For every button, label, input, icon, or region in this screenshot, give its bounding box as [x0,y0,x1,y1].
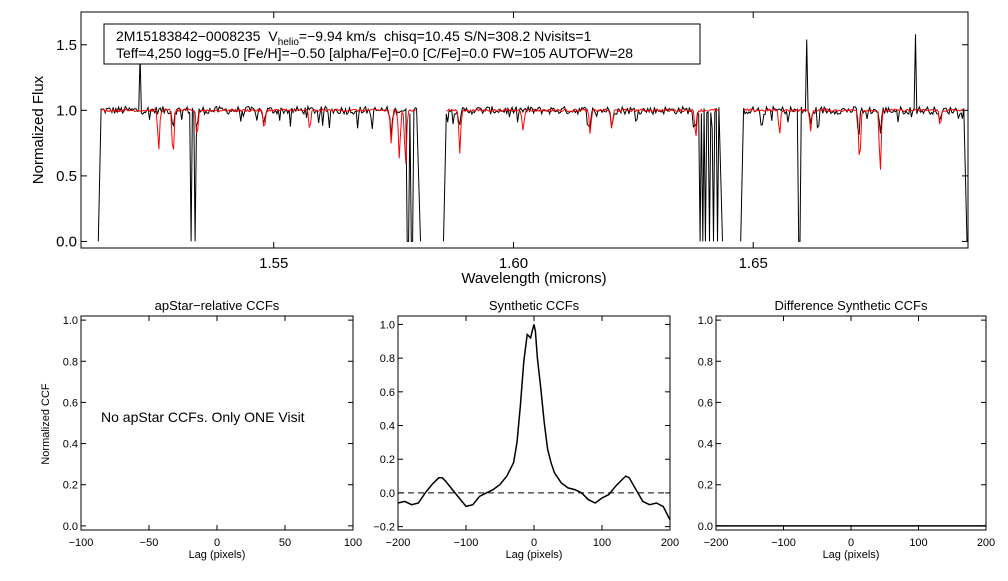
apstar-ccf-y-tick-label: 0.4 [63,439,78,451]
info-box: 2M15183842−0008235 Vhelio=−9.94 km/s chisq… [103,23,701,65]
info-line-1: 2M15183842−0008235 Vhelio=−9.94 km/s chisq… [116,28,592,48]
model-spectrum-segment [743,108,964,170]
difference-ccf-panel: −200 −100 0 100 200 0.0 0.2 0.4 0.6 0.8 1.0 Differ… [698,298,995,561]
apstar-ccf-x-tick-label: −100 [69,537,94,549]
difference-ccf-x-tick-label: −100 [771,537,796,549]
apstar-ccf-y-tick-label: 0.8 [63,356,78,368]
difference-ccf-y-tick-label: 0.8 [698,356,713,368]
synthetic-ccf-x-tick-label: −100 [454,537,479,549]
spectrum-tick-labels: 1.55 1.60 1.65 0.0 0.5 1.0 1.5 [56,37,768,272]
synthetic-ccf-tick-labels: −200 −100 0 100 200 −0.2 0.0 0.2 0.4 0.6 0.8 1.0 [373,319,679,549]
apstar-ccf-y-tick-label: 0.2 [63,480,78,492]
info-box-frame [103,23,701,65]
synthetic-ccf-plot-frame [397,315,671,531]
spectrum-plot-frame [80,11,969,249]
difference-ccf-ticks [715,316,987,530]
synthetic-ccf-x-tick-label: 100 [593,537,611,549]
spectrum-y-tick-label: 0.5 [56,168,77,185]
observed-spectrum-segment [97,55,421,242]
apstar-ccf-x-axis-label: Lag (pixels) [189,549,246,561]
difference-ccf-x-axis-label: Lag (pixels) [823,549,880,561]
synthetic-ccf-title: Synthetic CCFs [489,298,580,313]
spectrum-y-tick-label: 1.5 [56,37,77,54]
apstar-ccf-tick-labels: −100 −50 0 50 100 0.0 0.2 0.4 0.6 0.8 1.0 [63,315,362,549]
synthetic-ccf-panel: −200 −100 0 100 200 −0.2 0.0 0.2 0.4 0.6 0.8 1.0 Sy… [373,298,679,561]
synthetic-ccf-x-tick-label: −200 [386,537,411,549]
spectrum-panel: 1.55 1.60 1.65 0.0 0.5 1.0 1.5 Wavelength (mic… [30,11,969,287]
apstar-ccf-y-axis-label: Normalized CCF [40,383,52,465]
difference-ccf-x-tick-label: 0 [848,537,854,549]
spectrum-x-tick-label: 1.65 [739,255,768,272]
info-line-2: Teff=4,250 logg=5.0 [Fe/H]=−0.50 [alpha/… [116,45,633,61]
info-stats: chisq=10.45 S/N=308.2 Nvisits=1 [384,28,592,44]
spectrum-y-tick-label: 1.0 [56,102,77,119]
info-star-id: 2M15183842−0008235 [116,28,261,44]
apstar-ccf-x-tick-label: 100 [344,537,362,549]
synthetic-ccf-x-axis-label: Lag (pixels) [506,549,563,561]
synthetic-ccf-x-tick-label: 0 [531,537,537,549]
info-vhelio-value: =−9.94 km/s [299,28,376,44]
synthetic-ccf-series [397,324,671,521]
apstar-ccf-ticks [80,316,354,530]
model-spectrum-segment [446,108,719,154]
difference-ccf-y-tick-label: 1.0 [698,315,713,327]
synthetic-ccf-y-tick-label: −0.2 [373,522,395,534]
synthetic-ccf-y-tick-label: 0.2 [380,454,395,466]
spectrum-x-tick-label: 1.55 [259,255,288,272]
spectrum-ticks [81,12,968,248]
apstar-ccf-y-tick-label: 0.6 [63,397,78,409]
apstar-ccf-y-tick-label: 0.0 [63,521,78,533]
apstar-ccf-annotation: No apStar CCFs. Only ONE Visit [101,409,305,425]
synthetic-ccf-y-tick-label: 0.4 [380,421,395,433]
spectrum-x-tick-label: 1.60 [499,255,528,272]
synthetic-ccf-x-tick-label: 200 [661,537,679,549]
difference-ccf-y-tick-label: 0.0 [698,521,713,533]
observed-spectrum-segment [443,105,723,242]
synthetic-ccf-ticks [397,316,671,530]
difference-ccf-x-tick-label: 200 [977,537,995,549]
spectrum-y-axis-label: Normalized Flux [30,75,47,184]
info-vhelio-prefix: V [268,28,278,44]
apstar-ccf-x-tick-label: 50 [279,537,291,549]
spectrum-x-axis-label: Wavelength (microns) [461,270,606,287]
difference-ccf-x-tick-label: 100 [909,537,927,549]
apstar-ccf-panel: −100 −50 0 50 100 0.0 0.2 0.4 0.6 0.8 1.0 apStar−r… [40,298,362,561]
info-vhelio-subscript: helio [278,37,300,48]
spectrum-y-tick-label: 0.0 [56,233,77,250]
difference-ccf-tick-labels: −200 −100 0 100 200 0.0 0.2 0.4 0.6 0.8 1.0 [698,315,995,549]
difference-ccf-plot-frame [715,315,987,531]
model-spectrum-segment [100,108,417,164]
difference-ccf-y-tick-label: 0.2 [698,480,713,492]
difference-ccf-title: Difference Synthetic CCFs [775,298,928,313]
synthetic-ccf-y-tick-label: 1.0 [380,319,395,331]
model-spectrum-line [100,108,964,170]
synthetic-ccf-y-tick-label: 0.6 [380,387,395,399]
apstar-ccf-x-tick-label: −50 [140,537,159,549]
observed-spectrum-segment [740,34,968,242]
difference-ccf-y-tick-label: 0.6 [698,397,713,409]
synthetic-ccf-y-tick-label: 0.0 [380,488,395,500]
apstar-ccf-y-tick-label: 1.0 [63,315,78,327]
apstar-ccf-title: apStar−relative CCFs [155,298,280,313]
synthetic-ccf-y-tick-label: 0.8 [380,353,395,365]
synthetic-ccf-line [397,324,671,521]
difference-ccf-y-tick-label: 0.4 [698,439,713,451]
observed-spectrum-line [97,34,968,242]
apstar-ccf-x-tick-label: 0 [214,537,220,549]
difference-ccf-x-tick-label: −200 [704,537,729,549]
